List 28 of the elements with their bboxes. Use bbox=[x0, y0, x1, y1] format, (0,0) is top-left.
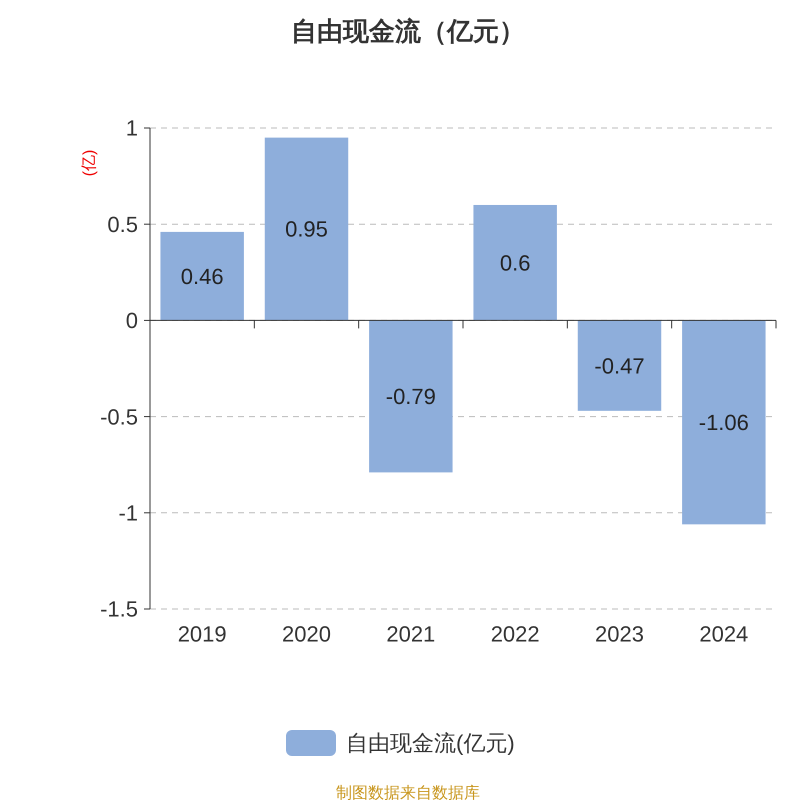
data-label: -0.47 bbox=[594, 353, 645, 378]
x-tick-label: 2022 bbox=[490, 622, 540, 647]
legend-label: 自由现金流(亿元) bbox=[346, 730, 515, 756]
x-tick-label: 2024 bbox=[699, 622, 748, 647]
bar bbox=[264, 138, 348, 320]
text: 制图数据来自数据库 bbox=[336, 784, 480, 800]
bar bbox=[578, 320, 662, 411]
y-tick-label: -1 bbox=[118, 500, 138, 526]
data-label: -1.06 bbox=[698, 410, 749, 436]
data-label: 0.6 bbox=[500, 250, 530, 276]
y-tick-label: 0.5 bbox=[107, 212, 138, 237]
data-label: -0.79 bbox=[386, 384, 436, 410]
x-tick-label: 2019 bbox=[178, 622, 227, 647]
y-tick-label: -1.5 bbox=[100, 596, 138, 622]
x-tick-label: 2020 bbox=[282, 622, 331, 647]
y-tick-label: -0.5 bbox=[100, 404, 138, 430]
y-tick-label: 0 bbox=[126, 308, 138, 334]
data-label: 0.46 bbox=[180, 264, 224, 289]
y-axis-title: (亿) bbox=[81, 150, 98, 176]
x-tick-label: 2023 bbox=[595, 622, 644, 647]
bar bbox=[160, 232, 244, 320]
chart-title: 自由现金流（亿元） bbox=[291, 16, 525, 46]
bar bbox=[369, 320, 453, 472]
bar bbox=[473, 204, 557, 320]
x-tick-label: 2021 bbox=[386, 622, 436, 647]
data-label: 0.95 bbox=[285, 216, 328, 242]
bar bbox=[682, 320, 766, 524]
y-tick-label: 1 bbox=[126, 116, 138, 141]
